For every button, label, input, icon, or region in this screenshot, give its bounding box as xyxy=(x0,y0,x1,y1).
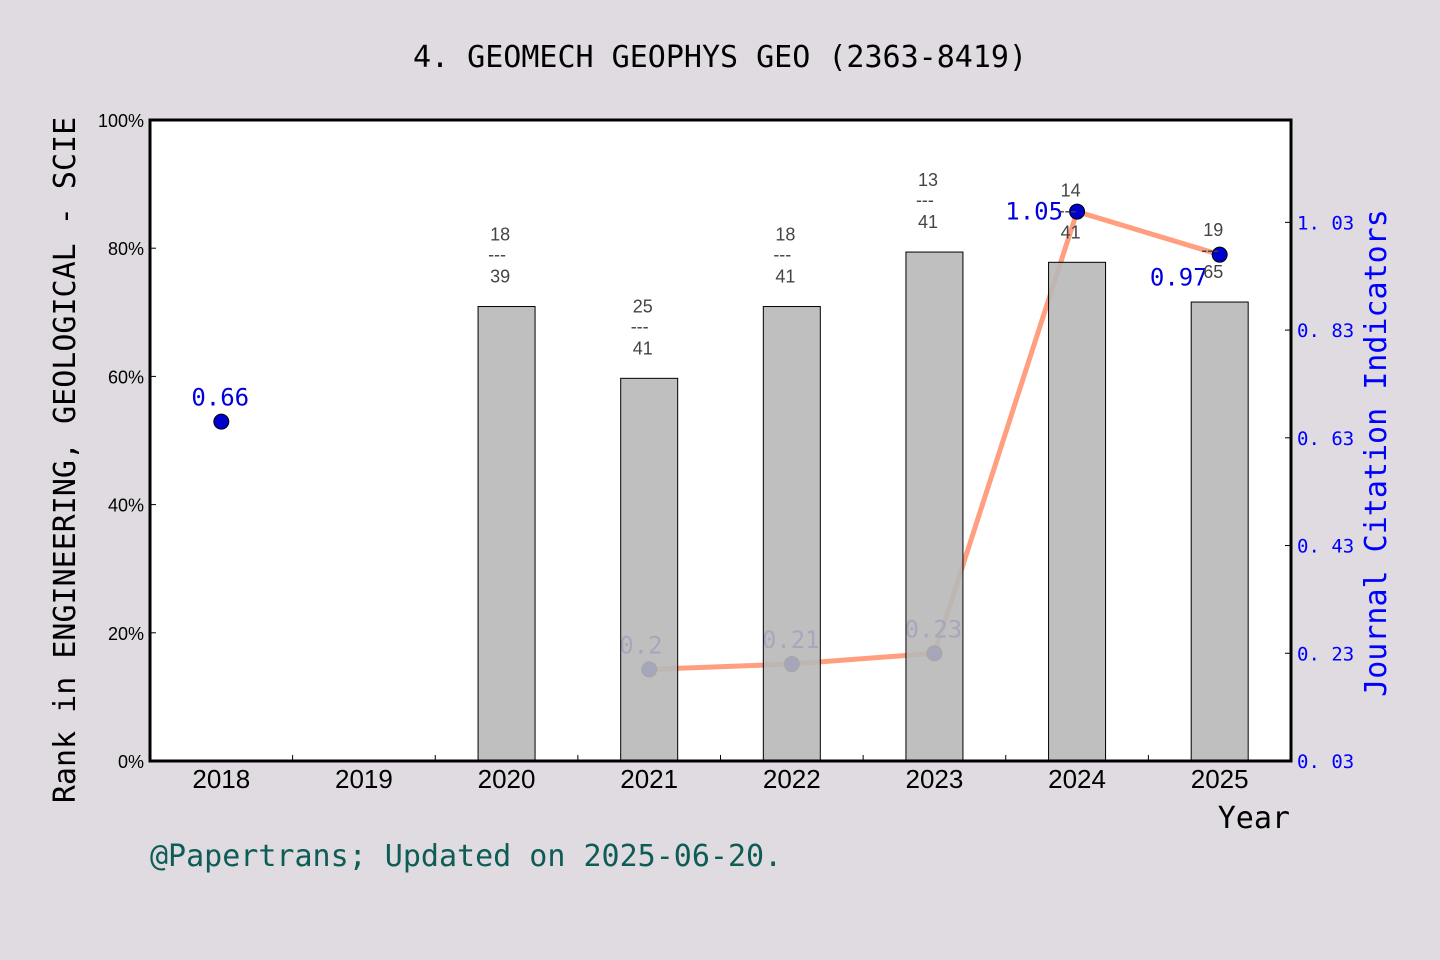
x-tick-label-2019: 2019 xyxy=(335,764,393,794)
rank-bar-2023 xyxy=(905,251,964,762)
rank-divider: --- xyxy=(773,245,791,265)
left-tick-label: 40% xyxy=(108,496,144,516)
rank-divider: --- xyxy=(916,190,934,210)
x-tick-label-2018: 2018 xyxy=(192,764,250,794)
rank-total-2024: 41 xyxy=(1061,222,1081,242)
rank-total-2022: 41 xyxy=(775,267,795,287)
rank-label-2024: 14 xyxy=(1061,180,1081,200)
rank-divider: --- xyxy=(1059,200,1077,220)
right-axis-label: Journal Citation Indicators xyxy=(1359,209,1394,697)
rank-divider: --- xyxy=(631,316,649,336)
right-tick-label: 0. 83 xyxy=(1297,320,1354,342)
left-tick-label: 0% xyxy=(118,752,144,772)
jci-point-2024 xyxy=(1069,203,1086,220)
left-tick-label: 100% xyxy=(98,111,144,131)
rank-bar-2025 xyxy=(1190,301,1249,762)
rank-bar-2020 xyxy=(477,306,536,762)
rank-total-2021: 41 xyxy=(633,338,653,358)
x-tick-label-2023: 2023 xyxy=(906,764,964,794)
rank-divider: --- xyxy=(1201,240,1219,260)
x-axis-label: Year xyxy=(1218,801,1290,836)
rank-total-2025: 65 xyxy=(1203,262,1223,282)
x-tick-label-2020: 2020 xyxy=(478,764,536,794)
rank-label-2023: 13 xyxy=(918,170,938,190)
jci-label-2018: 0.66 xyxy=(191,384,249,412)
rank-label-2022: 18 xyxy=(775,225,795,245)
right-tick-label: 0. 43 xyxy=(1297,536,1354,558)
x-tick-label-2022: 2022 xyxy=(763,764,821,794)
right-tick-label: 0. 23 xyxy=(1297,643,1354,665)
right-tick-label: 1. 03 xyxy=(1297,212,1354,234)
x-tick-label-2021: 2021 xyxy=(620,764,678,794)
rank-bar-2024 xyxy=(1048,261,1107,762)
rank-label-2025: 19 xyxy=(1203,220,1223,240)
rank-total-2023: 41 xyxy=(918,212,938,232)
rank-bar-2022 xyxy=(762,306,821,762)
rank-label-2021: 25 xyxy=(633,296,653,316)
footer-note: @Papertrans; Updated on 2025-06-20. xyxy=(150,839,782,874)
chart-title: 4. GEOMECH GEOPHYS GEO (2363-8419) xyxy=(413,40,1027,75)
right-tick-label: 0. 03 xyxy=(1297,751,1354,773)
right-tick-label: 0. 63 xyxy=(1297,428,1354,450)
left-tick-label: 20% xyxy=(108,624,144,644)
rank-bar-2021 xyxy=(620,377,679,762)
jci-label-2025: 0.97 xyxy=(1150,264,1208,292)
rank-total-2020: 39 xyxy=(490,267,510,287)
rank-divider: --- xyxy=(488,245,506,265)
jci-point-2025 xyxy=(1211,246,1228,263)
left-axis-label: Rank in ENGINEERING, GEOLOGICAL - SCIE xyxy=(48,117,83,803)
left-tick-label: 80% xyxy=(108,239,144,259)
jci-point-2018 xyxy=(213,413,230,430)
x-tick-label-2025: 2025 xyxy=(1191,764,1249,794)
jci-label-2024: 1.05 xyxy=(1005,198,1063,226)
x-tick-label-2024: 2024 xyxy=(1048,764,1106,794)
rank-label-2020: 18 xyxy=(490,225,510,245)
left-tick-label: 60% xyxy=(108,367,144,387)
